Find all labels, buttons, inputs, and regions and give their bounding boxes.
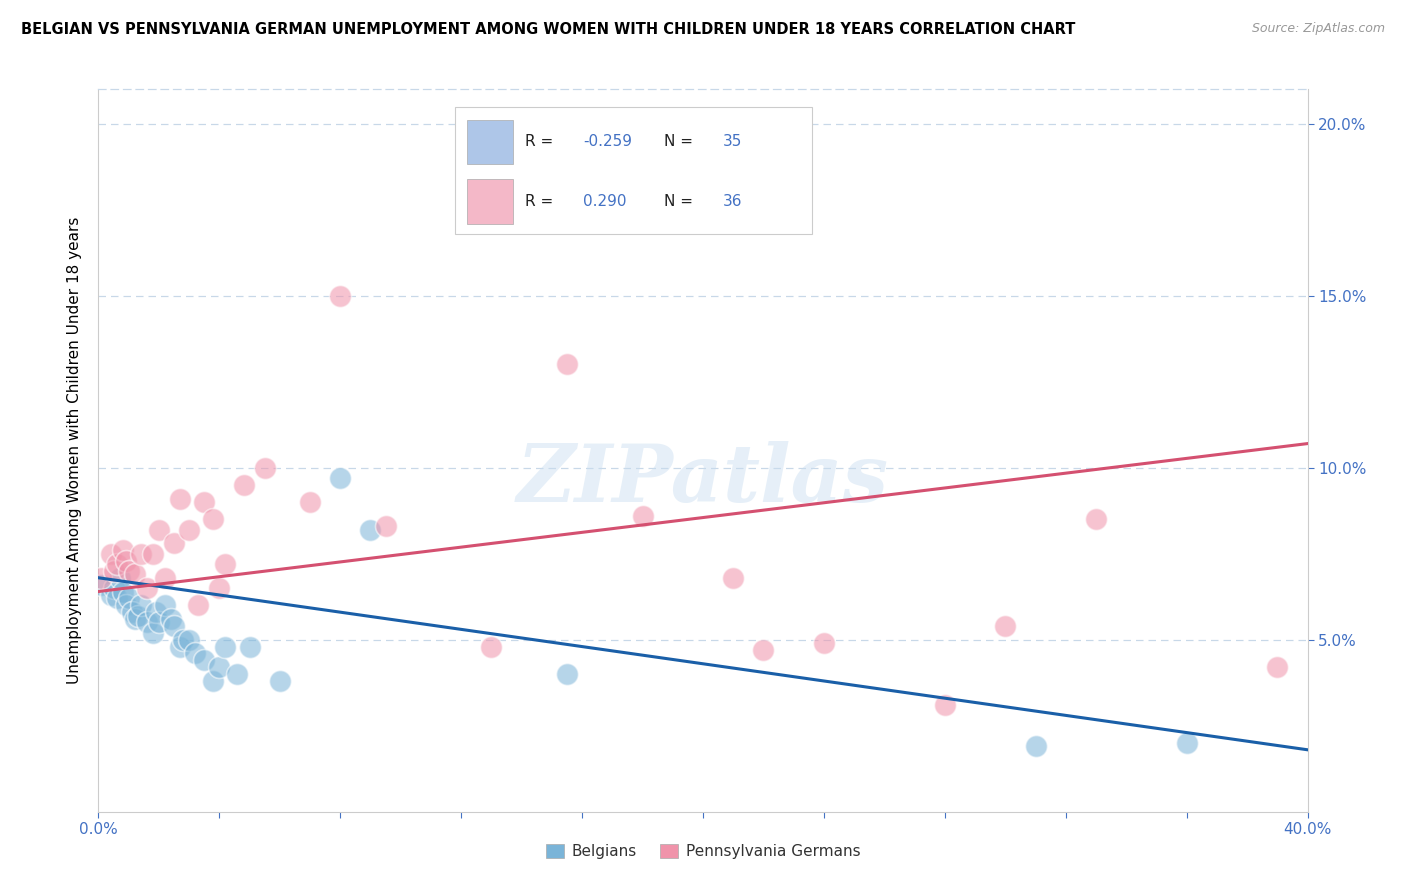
Point <box>208 660 231 674</box>
Point <box>103 581 125 595</box>
Point <box>193 653 215 667</box>
Point <box>723 571 745 585</box>
Point <box>142 547 165 561</box>
Point <box>202 512 225 526</box>
Text: R =: R = <box>526 194 564 209</box>
Point <box>179 523 201 537</box>
Point <box>142 625 165 640</box>
Point <box>994 619 1017 633</box>
Point <box>145 605 167 619</box>
Point <box>127 608 149 623</box>
Point <box>114 553 136 567</box>
Text: N =: N = <box>664 135 699 150</box>
Point <box>1267 660 1289 674</box>
Y-axis label: Unemployment Among Women with Children Under 18 years: Unemployment Among Women with Children U… <box>66 217 82 684</box>
Text: Source: ZipAtlas.com: Source: ZipAtlas.com <box>1251 22 1385 36</box>
Point <box>226 667 249 681</box>
Point <box>114 599 136 613</box>
Point <box>160 612 183 626</box>
Point <box>253 460 276 475</box>
Point <box>631 508 654 523</box>
Text: -0.259: -0.259 <box>583 135 633 150</box>
Point <box>239 640 262 654</box>
Point <box>374 519 396 533</box>
Point <box>329 471 352 485</box>
Point <box>124 612 146 626</box>
Text: R =: R = <box>526 135 558 150</box>
Point <box>813 636 835 650</box>
Point <box>184 647 207 661</box>
Point <box>555 358 578 372</box>
Bar <box>456 107 811 234</box>
Point <box>135 581 157 595</box>
Point <box>1175 736 1198 750</box>
Point <box>934 698 956 712</box>
Point <box>129 599 152 613</box>
Point <box>153 571 176 585</box>
Point <box>148 523 170 537</box>
Bar <box>467 120 513 164</box>
Text: 0.290: 0.290 <box>583 194 627 209</box>
Point <box>202 673 225 688</box>
Point <box>121 605 143 619</box>
Point <box>163 536 186 550</box>
Point <box>103 564 125 578</box>
Point <box>105 591 128 606</box>
Text: BELGIAN VS PENNSYLVANIA GERMAN UNEMPLOYMENT AMONG WOMEN WITH CHILDREN UNDER 18 Y: BELGIAN VS PENNSYLVANIA GERMAN UNEMPLOYM… <box>21 22 1076 37</box>
Legend: Belgians, Pennsylvania Germans: Belgians, Pennsylvania Germans <box>540 838 866 865</box>
Point <box>100 588 122 602</box>
Point <box>208 581 231 595</box>
Point <box>105 557 128 571</box>
Point <box>555 667 578 681</box>
Point <box>169 640 191 654</box>
Point <box>329 288 352 302</box>
Point <box>90 571 112 585</box>
Point <box>214 557 236 571</box>
Point <box>187 599 209 613</box>
Point <box>481 640 503 654</box>
Point <box>124 567 146 582</box>
Point <box>163 619 186 633</box>
Point <box>214 640 236 654</box>
Point <box>169 491 191 506</box>
Point <box>232 478 254 492</box>
Text: N =: N = <box>664 194 699 209</box>
Point <box>118 564 141 578</box>
Point <box>111 543 134 558</box>
Point <box>1024 739 1046 754</box>
Point <box>1085 512 1108 526</box>
Point <box>193 495 215 509</box>
Text: ZIPatlas: ZIPatlas <box>517 441 889 518</box>
Bar <box>467 178 513 224</box>
Point <box>360 523 382 537</box>
Point <box>172 632 194 647</box>
Point <box>100 547 122 561</box>
Point <box>269 673 291 688</box>
Point <box>111 584 134 599</box>
Point <box>129 547 152 561</box>
Text: 35: 35 <box>723 135 742 150</box>
Point <box>148 615 170 630</box>
Point <box>153 599 176 613</box>
Point <box>752 643 775 657</box>
Point <box>108 571 131 585</box>
Point <box>299 495 322 509</box>
Point <box>179 632 201 647</box>
Point <box>118 591 141 606</box>
Point <box>90 577 112 591</box>
Text: 36: 36 <box>723 194 742 209</box>
Point <box>135 615 157 630</box>
